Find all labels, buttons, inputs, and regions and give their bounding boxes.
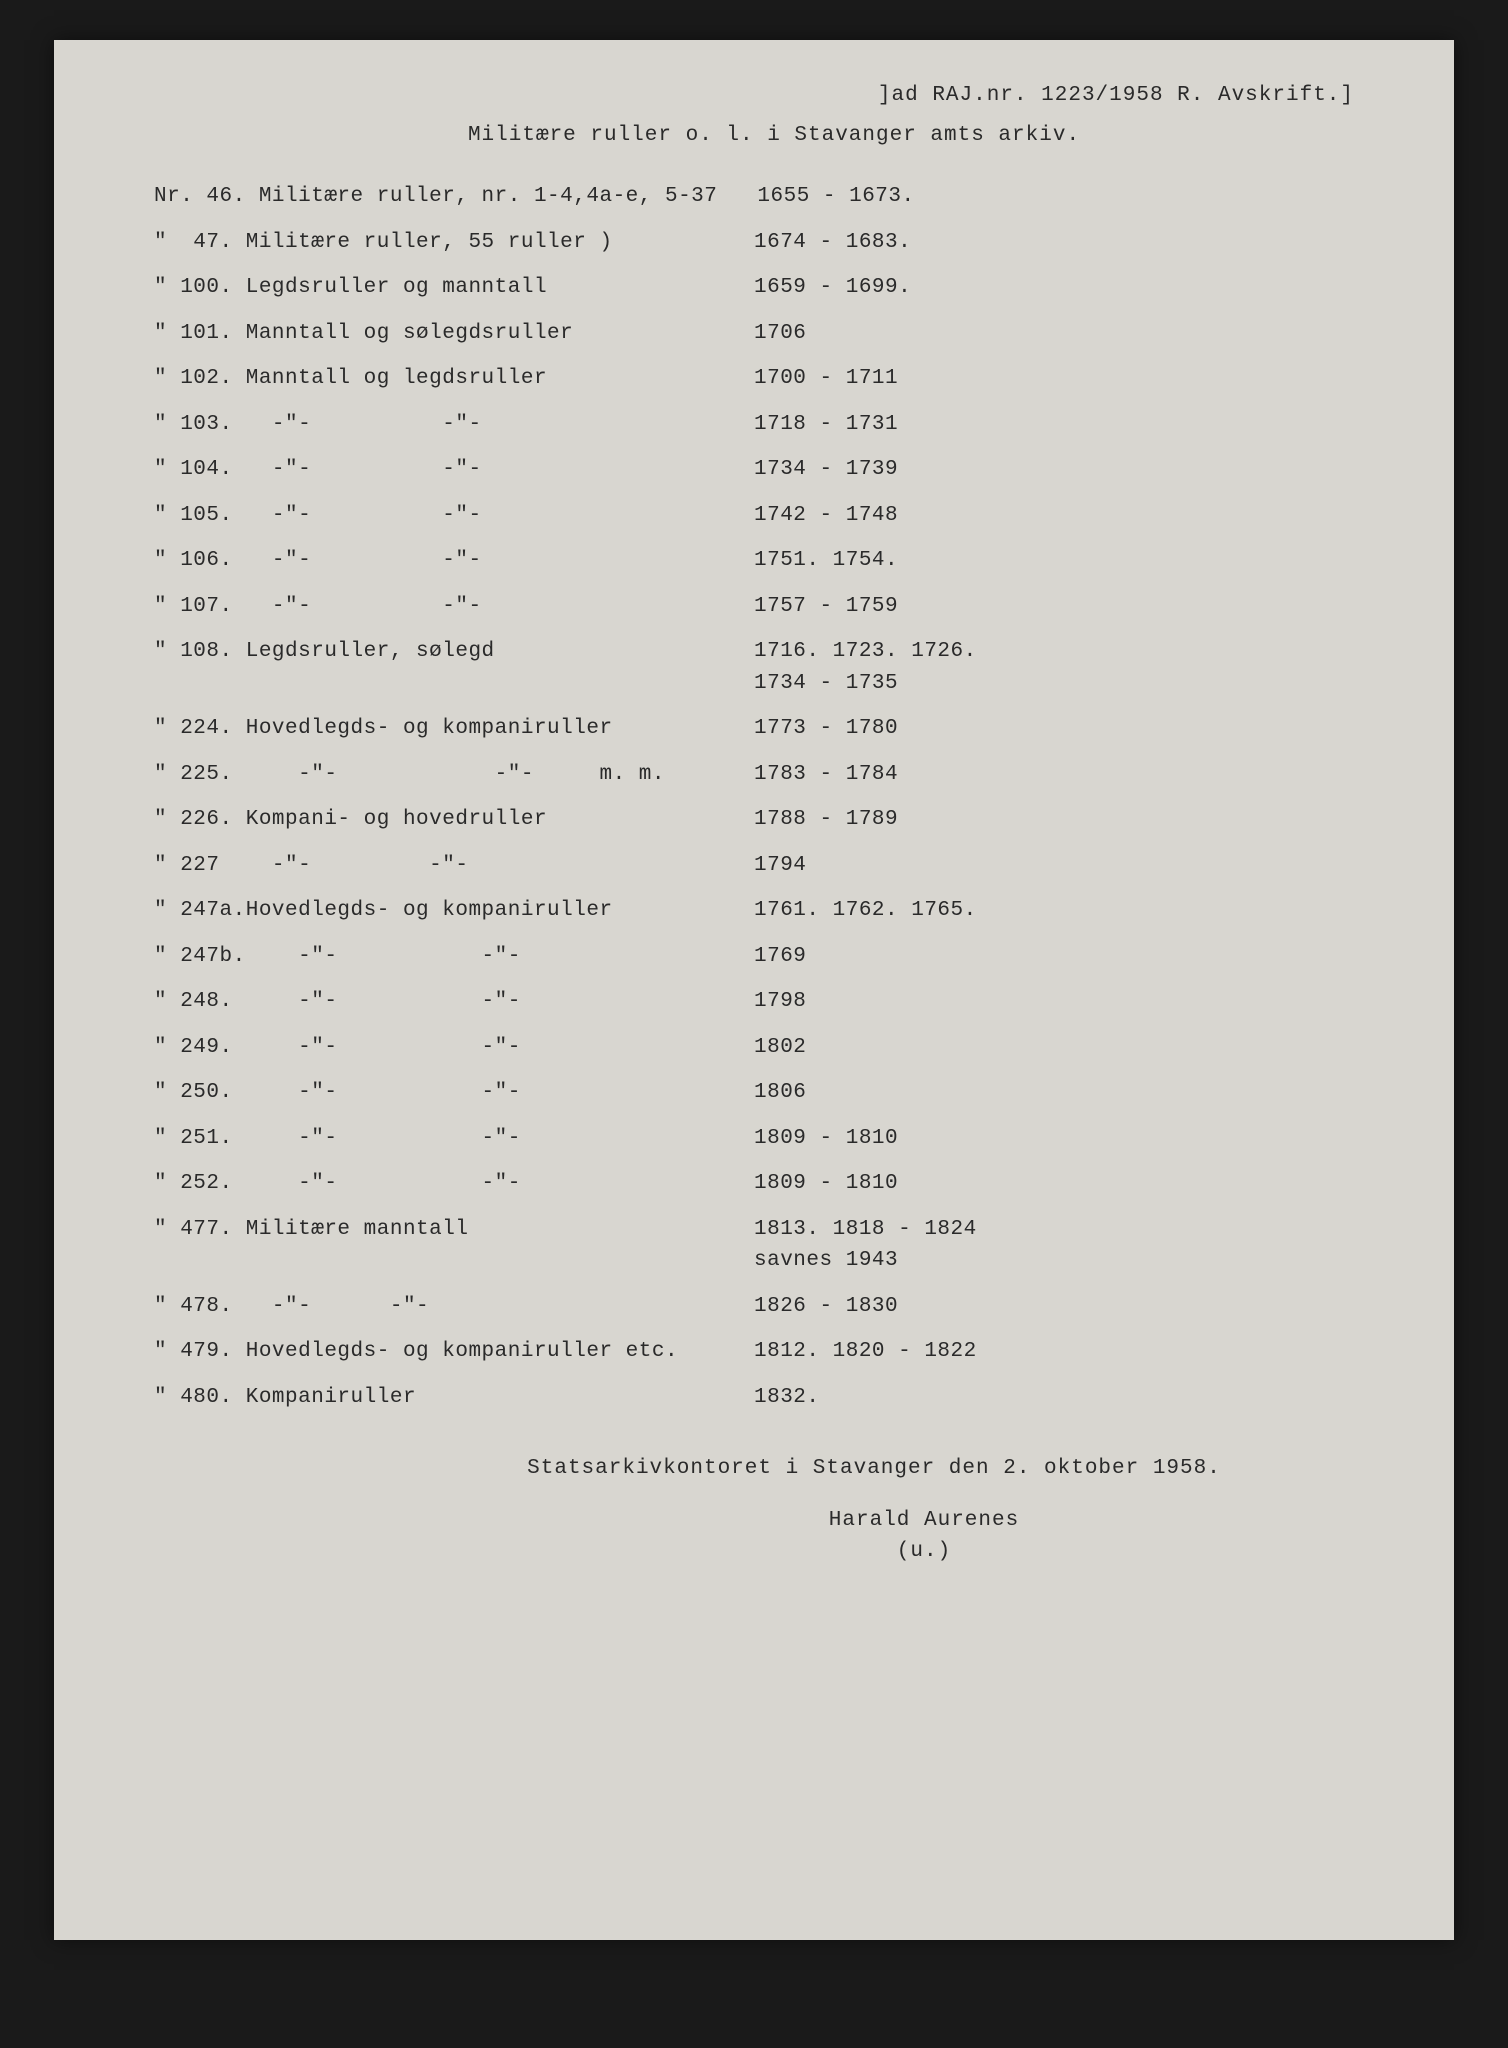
entry-dates: 1734 - 1739 — [714, 454, 1394, 486]
entry-row: " 248. -"- -"-1798 — [154, 986, 1394, 1018]
entry-row: " 251. -"- -"-1809 - 1810 — [154, 1123, 1394, 1155]
entry-dates: 1809 - 1810 — [714, 1123, 1394, 1155]
entry-dates: 1794 — [714, 850, 1394, 882]
entry-label: " 102. Manntall og legdsruller — [154, 363, 714, 395]
entry-label: " 225. -"- -"- m. m. — [154, 759, 714, 791]
entry-dates: 1700 - 1711 — [714, 363, 1394, 395]
entry-row: " 252. -"- -"-1809 - 1810 — [154, 1168, 1394, 1200]
document-page: ]ad RAJ.nr. 1223/1958 R. Avskrift.] Mili… — [54, 40, 1454, 1940]
entry-label: " 248. -"- -"- — [154, 986, 714, 1018]
entry-label: " 478. -"- -"- — [154, 1291, 714, 1323]
entry-row: Nr. 46. Militære ruller, nr. 1-4,4a-e, 5… — [154, 181, 1394, 213]
signature-name: Harald Aurenes — [454, 1505, 1394, 1537]
entry-label: " 104. -"- -"- — [154, 454, 714, 486]
entry-label: " 247a.Hovedlegds- og kompaniruller — [154, 895, 714, 927]
entry-dates: 1751. 1754. — [714, 545, 1394, 577]
entry-label: " 250. -"- -"- — [154, 1077, 714, 1109]
entry-row: " 226. Kompani- og hovedruller1788 - 178… — [154, 804, 1394, 836]
entry-dates: 1659 - 1699. — [714, 272, 1394, 304]
entry-dates: 1832. — [714, 1382, 1394, 1414]
entry-row: " 106. -"- -"-1751. 1754. — [154, 545, 1394, 577]
entry-dates: 1813. 1818 - 1824 savnes 1943 — [714, 1214, 1394, 1277]
entry-dates: 1706 — [714, 318, 1394, 350]
entry-row: " 102. Manntall og legdsruller1700 - 171… — [154, 363, 1394, 395]
entry-row: " 103. -"- -"-1718 - 1731 — [154, 409, 1394, 441]
entry-row: " 225. -"- -"- m. m.1783 - 1784 — [154, 759, 1394, 791]
entry-row: " 100. Legdsruller og manntall1659 - 169… — [154, 272, 1394, 304]
entry-row: " 249. -"- -"-1802 — [154, 1032, 1394, 1064]
entry-label: " 224. Hovedlegds- og kompaniruller — [154, 713, 714, 745]
header-reference: ]ad RAJ.nr. 1223/1958 R. Avskrift.] — [154, 80, 1394, 112]
entry-label: " 247b. -"- -"- — [154, 941, 714, 973]
entry-dates: 1802 — [714, 1032, 1394, 1064]
entry-label: " 251. -"- -"- — [154, 1123, 714, 1155]
footer-place-date: Statsarkivkontoret i Stavanger den 2. ok… — [154, 1453, 1394, 1485]
entry-dates: 1718 - 1731 — [714, 409, 1394, 441]
entry-dates: 1761. 1762. 1765. — [714, 895, 1394, 927]
entry-label: " 108. Legdsruller, sølegd — [154, 636, 714, 668]
entry-label: " 107. -"- -"- — [154, 591, 714, 623]
signature-note: (u.) — [454, 1536, 1394, 1568]
entry-row: " 101. Manntall og sølegdsruller1706 — [154, 318, 1394, 350]
entry-dates: 1783 - 1784 — [714, 759, 1394, 791]
entry-row: " 224. Hovedlegds- og kompaniruller1773 … — [154, 713, 1394, 745]
entry-dates: 1773 - 1780 — [714, 713, 1394, 745]
entry-row: " 247b. -"- -"-1769 — [154, 941, 1394, 973]
entry-label: " 101. Manntall og sølegdsruller — [154, 318, 714, 350]
entry-dates: 1769 — [714, 941, 1394, 973]
entry-row: " 105. -"- -"-1742 - 1748 — [154, 500, 1394, 532]
entry-dates: 1798 — [714, 986, 1394, 1018]
footer: Statsarkivkontoret i Stavanger den 2. ok… — [154, 1453, 1394, 1568]
entry-dates: 1826 - 1830 — [714, 1291, 1394, 1323]
entry-label: " 480. Kompaniruller — [154, 1382, 714, 1414]
footer-signature: Harald Aurenes (u.) — [154, 1505, 1394, 1568]
entry-row: " 247a.Hovedlegds- og kompaniruller1761.… — [154, 895, 1394, 927]
entry-label: " 105. -"- -"- — [154, 500, 714, 532]
entry-row: " 478. -"- -"-1826 - 1830 — [154, 1291, 1394, 1323]
entry-label: " 479. Hovedlegds- og kompaniruller etc. — [154, 1336, 714, 1368]
entry-dates: 1806 — [714, 1077, 1394, 1109]
entry-dates: 1716. 1723. 1726. 1734 - 1735 — [714, 636, 1394, 699]
entry-label: " 249. -"- -"- — [154, 1032, 714, 1064]
entry-label: " 226. Kompani- og hovedruller — [154, 804, 714, 836]
entry-row: " 479. Hovedlegds- og kompaniruller etc.… — [154, 1336, 1394, 1368]
entry-dates: 1742 - 1748 — [714, 500, 1394, 532]
entry-dates: 1809 - 1810 — [714, 1168, 1394, 1200]
entries-list: Nr. 46. Militære ruller, nr. 1-4,4a-e, 5… — [154, 181, 1394, 1413]
entry-row: " 480. Kompaniruller1832. — [154, 1382, 1394, 1414]
header-title: Militære ruller o. l. i Stavanger amts a… — [154, 120, 1394, 152]
entry-label: " 100. Legdsruller og manntall — [154, 272, 714, 304]
entry-label: " 252. -"- -"- — [154, 1168, 714, 1200]
entry-dates: 1812. 1820 - 1822 — [714, 1336, 1394, 1368]
entry-label: " 103. -"- -"- — [154, 409, 714, 441]
entry-dates: 1788 - 1789 — [714, 804, 1394, 836]
entry-row: " 104. -"- -"-1734 - 1739 — [154, 454, 1394, 486]
entry-label: Nr. 46. Militære ruller, nr. 1-4,4a-e, 5… — [154, 181, 717, 213]
entry-row: " 108. Legdsruller, sølegd1716. 1723. 17… — [154, 636, 1394, 699]
entry-dates: 1757 - 1759 — [714, 591, 1394, 623]
entry-label: " 106. -"- -"- — [154, 545, 714, 577]
entry-row: " 227 -"- -"-1794 — [154, 850, 1394, 882]
entry-label: " 477. Militære manntall — [154, 1214, 714, 1246]
entry-row: " 47. Militære ruller, 55 ruller )1674 -… — [154, 227, 1394, 259]
entry-dates: 1655 - 1673. — [717, 181, 1394, 213]
entry-label: " 47. Militære ruller, 55 ruller ) — [154, 227, 714, 259]
entry-row: " 107. -"- -"-1757 - 1759 — [154, 591, 1394, 623]
entry-label: " 227 -"- -"- — [154, 850, 714, 882]
entry-row: " 250. -"- -"-1806 — [154, 1077, 1394, 1109]
entry-row: " 477. Militære manntall1813. 1818 - 182… — [154, 1214, 1394, 1277]
entry-dates: 1674 - 1683. — [714, 227, 1394, 259]
